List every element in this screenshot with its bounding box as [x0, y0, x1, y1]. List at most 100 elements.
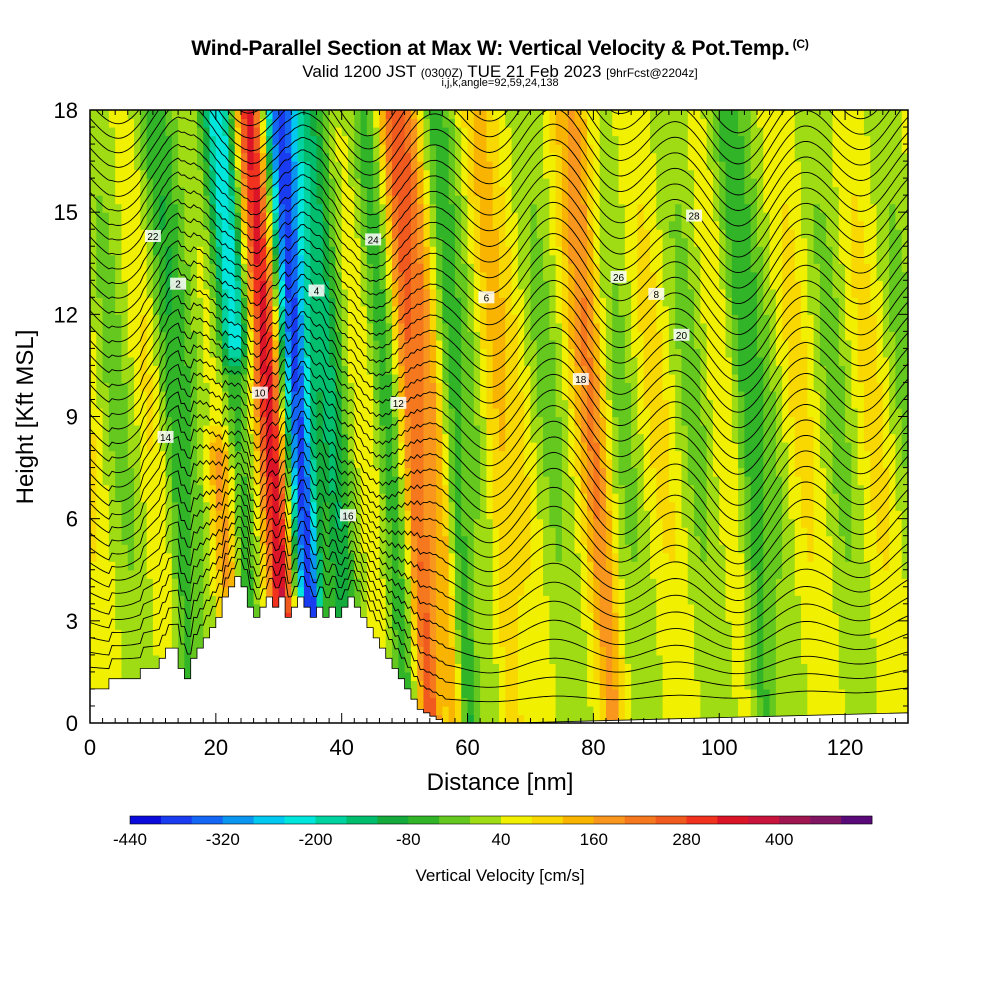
field-cell — [473, 493, 481, 503]
field-cell — [90, 246, 97, 256]
field-cell — [429, 169, 437, 179]
field-cell — [159, 195, 167, 205]
field-cell — [505, 654, 513, 664]
field-cell — [272, 365, 280, 375]
field-cell — [241, 339, 248, 349]
field-cell — [417, 297, 425, 307]
field-cell — [511, 220, 519, 230]
field-cell — [234, 433, 242, 443]
field-cell — [486, 305, 494, 315]
field-cell — [96, 459, 104, 469]
field-cell — [247, 135, 255, 145]
field-cell — [392, 331, 399, 341]
field-cell — [492, 195, 500, 205]
field-cell — [303, 169, 311, 179]
field-cell — [259, 373, 267, 384]
field-cell — [134, 501, 141, 511]
field-cell — [196, 425, 204, 435]
field-cell — [297, 263, 305, 273]
field-cell — [222, 544, 230, 554]
field-cell — [505, 552, 513, 562]
field-cell — [222, 118, 230, 128]
field-cell — [379, 510, 387, 520]
field-cell — [253, 510, 261, 520]
field-cell — [303, 195, 311, 205]
field-cell — [392, 535, 399, 545]
field-cell — [341, 161, 349, 171]
field-cell — [90, 493, 97, 503]
field-cell — [146, 595, 154, 605]
field-cell — [222, 382, 230, 392]
field-cell — [454, 169, 462, 179]
field-cell — [379, 339, 387, 349]
field-cell — [241, 229, 248, 239]
field-cell — [90, 416, 97, 426]
field-cell — [152, 348, 160, 358]
field-cell — [448, 263, 456, 273]
field-cell — [423, 646, 431, 656]
field-cell — [442, 705, 450, 716]
field-cell — [423, 331, 431, 341]
field-cell — [511, 552, 519, 562]
field-cell — [209, 263, 217, 273]
field-cell — [184, 501, 192, 511]
field-cell — [303, 416, 311, 426]
field-cell — [467, 637, 475, 647]
field-cell — [335, 271, 343, 281]
field-cell — [184, 620, 192, 630]
field-cell — [316, 339, 324, 349]
field-cell — [499, 501, 506, 511]
field-cell — [454, 356, 462, 367]
field-cell — [272, 237, 280, 247]
field-cell — [347, 373, 355, 384]
field-cell — [473, 322, 481, 332]
field-cell — [480, 518, 488, 528]
field-cell — [385, 271, 393, 281]
field-cell — [366, 246, 374, 256]
field-cell — [436, 671, 443, 682]
field-cell — [354, 348, 362, 358]
field-cell — [398, 135, 406, 145]
field-cell — [310, 339, 318, 349]
field-cell — [291, 152, 299, 162]
field-cell — [96, 186, 104, 196]
field-cell — [108, 110, 116, 120]
field-cell — [278, 527, 286, 537]
field-cell — [178, 578, 185, 588]
field-cell — [448, 135, 456, 145]
field-cell — [196, 246, 204, 256]
field-cell — [467, 433, 475, 443]
field-cell — [473, 680, 481, 690]
field-cell — [473, 586, 481, 596]
field-cell — [247, 527, 255, 537]
field-cell — [360, 135, 368, 145]
field-cell — [473, 552, 481, 562]
field-cell — [354, 246, 362, 256]
field-cell — [524, 595, 532, 605]
field-cell — [203, 578, 211, 588]
field-cell — [96, 229, 104, 239]
field-cell — [184, 493, 192, 503]
field-cell — [486, 663, 494, 673]
field-cell — [222, 569, 230, 579]
field-cell — [480, 612, 488, 622]
field-cell — [272, 229, 280, 239]
field-cell — [272, 110, 280, 120]
field-cell — [410, 561, 418, 571]
field-cell — [247, 365, 255, 375]
field-cell — [473, 229, 481, 239]
field-cell — [454, 365, 462, 375]
field-cell — [90, 331, 97, 341]
field-cell — [178, 178, 185, 188]
field-cell — [134, 629, 141, 639]
field-cell — [90, 254, 97, 264]
field-cell — [360, 459, 368, 469]
field-cell — [436, 561, 443, 571]
field-cell — [303, 271, 311, 281]
field-cell — [417, 237, 425, 247]
field-cell — [398, 620, 406, 630]
field-cell — [467, 399, 475, 409]
field-cell — [461, 705, 469, 716]
field-cell — [190, 390, 198, 401]
field-cell — [241, 178, 248, 188]
